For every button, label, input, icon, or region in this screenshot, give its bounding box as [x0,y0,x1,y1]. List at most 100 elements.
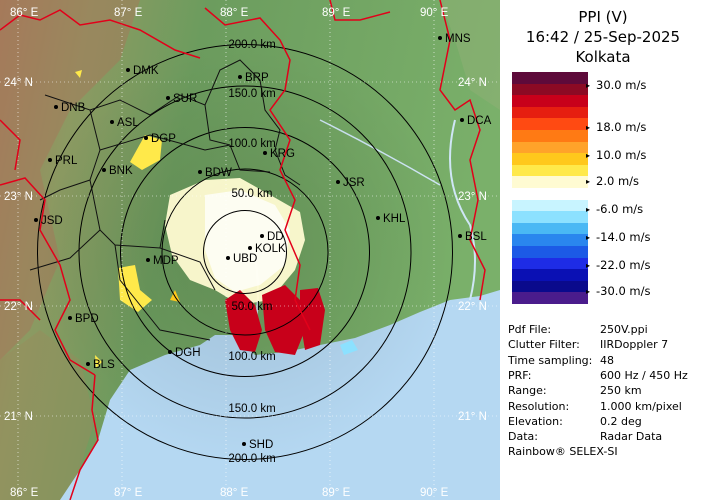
city-bsl: BSL [458,231,487,243]
lon-label-86-bottom: 86° E [10,487,39,499]
city-dot [168,350,172,354]
city-dot [68,316,72,320]
city-bnk: BNK [102,165,133,177]
city-sur: SUR [166,93,197,105]
city-label: BLS [93,359,115,371]
meta-value: 250V.ppi [600,323,648,336]
credit-text: Rainbow® SELEX-SI [508,445,618,458]
meta-label: Range: [508,384,547,398]
city-dot [198,170,202,174]
city-label: UBD [233,253,257,265]
lat-label-22-left: 22° N [4,301,33,313]
state-boundaries [29,59,301,341]
legend-swatch [512,234,588,247]
city-dot [260,234,264,238]
lon-label-87-top: 87° E [114,7,143,19]
legend-swatch [512,199,588,212]
range-label-100-north: 100.0 km [228,138,275,150]
meta-row: Data: Radar Data [508,430,662,444]
city-jsd: JSD [34,215,63,227]
city-label: BSL [465,231,487,243]
range-label-200-south: 200.0 km [228,453,275,465]
legend-swatch [512,188,588,201]
lat-label-23-left: 23° N [4,191,33,203]
lon-label-89-top: 89° E [322,7,351,19]
legend-label: -30.0 m/s [586,284,651,298]
meta-value: 1.000 km/pixel [600,399,682,413]
product-title: PPI (V) [578,8,628,26]
city-brp: BRP [238,72,269,84]
range-label-150-north: 150.0 km [228,88,275,100]
city-label: BDW [205,167,232,179]
city-dot [102,168,106,172]
lon-label-90-top: 90° E [420,7,449,19]
city-label: DCA [467,115,492,127]
range-label-200-north: 200.0 km [228,39,275,51]
terrain-hills-east [440,0,500,110]
city-dot [336,180,340,184]
legend-swatch [512,72,588,85]
meta-label: Data: [508,430,538,444]
legend-swatch [512,153,588,166]
city-label: DD [267,231,284,243]
legend-label: -6.0 m/s [586,202,643,216]
radar-map[interactable]: 200.0 km 150.0 km 100.0 km 50.0 km 50.0 … [0,0,500,500]
city-label: PRL [55,155,78,167]
city-asl: ASL [110,117,139,129]
legend-swatch [512,118,588,131]
legend-label: 18.0 m/s [586,120,646,134]
city-dgp: DGP [144,133,176,145]
city-label: BNK [109,165,133,177]
city-label: ASL [117,117,139,129]
city-label: KHL [383,213,406,225]
range-ring [120,127,370,377]
meta-row: Elevation: 0.2 deg [508,414,642,428]
legend-swatch [512,292,588,305]
meta-label: Elevation: [508,414,563,428]
city-label: JSR [343,177,365,189]
city-kolk: KOLK [248,243,286,255]
meta-row: Time sampling: 48 [508,354,614,367]
meta-label: Clutter Filter: [508,338,580,352]
lon-label-86-top: 86° E [10,7,39,19]
legend-swatch [512,83,588,96]
meta-label: Resolution: [508,399,570,413]
city-dot [263,151,267,155]
meta-row: Clutter Filter: IIRDoppler 7 [508,338,668,352]
city-label: SUR [173,93,197,105]
product-datetime: 16:42 / 25-Sep-2025 [525,28,681,46]
range-ring [37,44,453,460]
city-label: SHD [249,439,273,451]
range-ring [203,210,287,294]
legend-swatch [512,176,588,189]
legend-swatch [512,130,588,143]
city-label: DGH [175,347,201,359]
city-bls: BLS [86,359,115,371]
city-dgh: DGH [168,347,201,359]
lon-label-89-bottom: 89° E [322,487,351,499]
city-label: MNS [445,33,471,45]
range-label-50-north: 50.0 km [232,188,273,200]
lat-label-24-left: 24° N [4,77,33,89]
city-dot [146,258,150,262]
city-dot [48,158,52,162]
city-label: BRP [245,72,269,84]
range-ring [78,85,412,419]
meta-value: 250 km [600,384,642,398]
city-mdp: MDP [146,255,179,267]
city-krg: KRG [263,148,295,160]
legend-swatch [512,95,588,108]
legend-swatch [512,222,588,235]
city-prl: PRL [48,155,78,167]
meta-label: PRF: [508,368,532,382]
river-meghna [449,119,476,301]
lat-label-22-right: 22° N [458,301,487,313]
city-dot [242,442,246,446]
city-dot [144,136,148,140]
clutter-sundarbans [225,285,325,355]
meta-row: Range: 250 km [508,384,642,398]
station-name: Kolkata [575,48,631,66]
international-border [0,0,486,500]
city-dot [460,118,464,122]
meta-row: Resolution: 1.000 km/pixel [508,399,682,413]
